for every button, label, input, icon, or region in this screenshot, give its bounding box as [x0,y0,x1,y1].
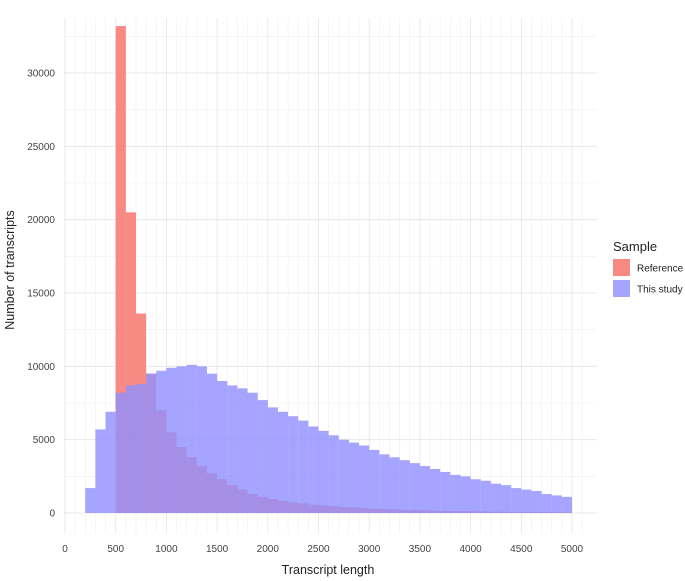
histogram-bars [85,26,572,514]
x-tick-label: 5000 [561,544,584,555]
bar [115,392,126,513]
x-tick-label: 4500 [510,544,533,555]
legend-label-reference: Reference [637,264,684,275]
bar [501,485,512,513]
legend-swatch-this-study [613,280,630,297]
bar [298,420,309,513]
x-tick-label: 3500 [409,544,432,555]
x-tick-label: 500 [107,544,124,555]
bar [247,392,258,513]
bar [440,471,451,513]
bar [85,488,96,513]
bar [338,439,349,513]
x-tick-label: 4000 [459,544,482,555]
bar [288,416,299,513]
y-tick-label: 15000 [27,289,55,300]
bar [115,26,126,514]
bar [146,373,157,513]
legend-title: Sample [613,239,657,254]
x-tick-label: 2000 [257,544,280,555]
bar [277,411,289,513]
bar [450,474,461,513]
x-tick-label: 1500 [206,544,229,555]
y-tick-label: 10000 [27,362,55,373]
bar [379,454,390,513]
bar [521,489,532,513]
bar [470,479,481,513]
x-tick-label: 3000 [358,544,381,555]
bar [267,407,278,513]
bar [105,411,116,513]
bar [551,495,562,513]
bar [217,381,228,513]
bar [541,493,552,513]
bar [490,483,502,513]
bar [227,385,238,513]
bar [206,373,218,513]
x-axis-ticks: 0 500 1000 1500 2000 2500 3000 3500 4000 4500 5000 [62,544,583,555]
bar [125,385,136,513]
y-tick-label: 5000 [33,435,56,446]
bar [125,212,136,514]
legend: Sample Reference This study [613,239,684,297]
bar [196,366,207,513]
bar [156,370,167,513]
bar [409,463,420,513]
y-axis-title: Number of transcripts [3,210,17,329]
bar [257,400,268,513]
y-tick-label: 30000 [27,69,55,80]
bar [166,367,177,513]
bar [531,491,542,513]
bar [237,388,248,513]
bar [328,435,339,513]
x-tick-label: 1000 [155,544,178,555]
legend-label-this-study: This study [637,285,683,296]
bar [186,364,197,513]
bar [389,457,400,513]
bar [308,426,319,513]
bar [399,460,410,513]
bar [95,429,106,513]
bar [561,496,572,513]
bar [369,449,380,513]
bar [460,476,471,513]
series-this-study [85,364,572,513]
bar [176,366,187,513]
x-axis-title: Transcript length [282,563,375,577]
bar [480,480,491,513]
y-tick-label: 0 [49,509,55,520]
x-tick-label: 0 [62,544,68,555]
bar [318,430,329,513]
bar [419,466,431,513]
bar [135,383,147,513]
x-tick-label: 2500 [307,544,330,555]
y-tick-label: 25000 [27,142,55,153]
bar [511,488,522,513]
bar [348,442,360,513]
legend-swatch-reference [613,259,630,276]
bar [359,445,370,513]
y-axis-ticks: 0 5000 10000 15000 20000 25000 30000 [27,69,55,520]
y-tick-label: 20000 [27,215,55,226]
bar [430,469,441,513]
